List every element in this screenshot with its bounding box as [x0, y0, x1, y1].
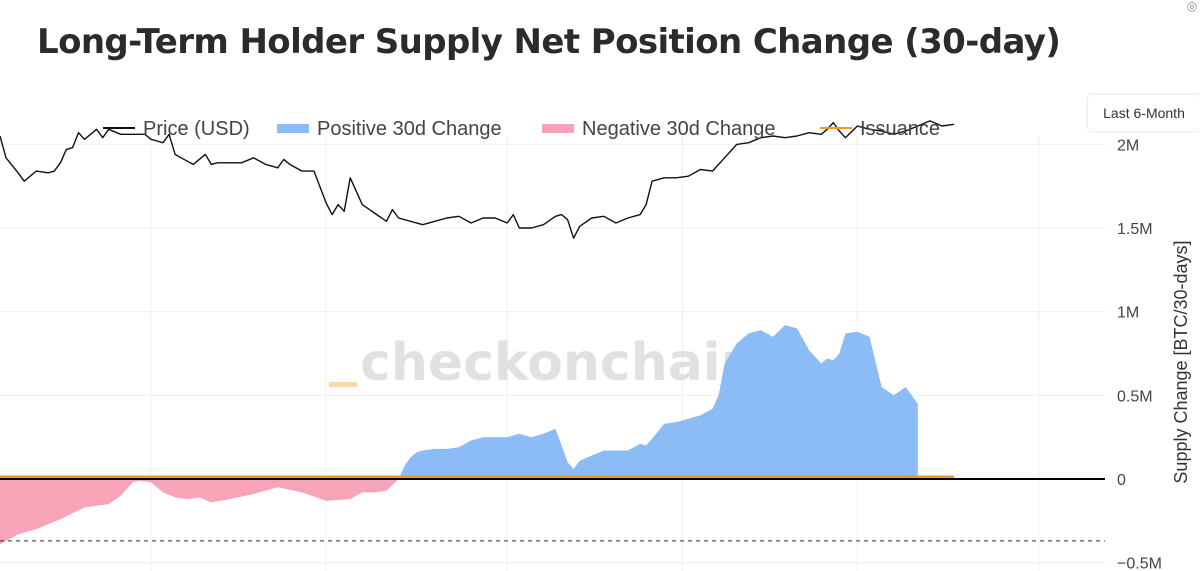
- legend-label: Issuance: [860, 118, 940, 140]
- watermark-text: checkonchain: [360, 333, 758, 393]
- chart-title: Long-Term Holder Supply Net Position Cha…: [37, 22, 1061, 62]
- legend-item: Price (USD): [103, 118, 250, 140]
- legend-swatch-fill: [277, 124, 309, 133]
- legend-swatch-fill: [542, 124, 574, 133]
- legend-item: Issuance: [820, 118, 940, 140]
- y-tick-label: 0.5M: [1117, 388, 1153, 405]
- legend-item: Negative 30d Change: [542, 118, 775, 140]
- legend-item: Positive 30d Change: [277, 118, 502, 140]
- y-tick-label: 0: [1117, 472, 1126, 489]
- legend-label: Positive 30d Change: [317, 118, 502, 140]
- y-tick-label: 2M: [1117, 137, 1139, 154]
- right-y-axis: −0.5M 0 0.5M 1M 1.5M 2M: [1117, 137, 1162, 571]
- y-tick-label: 1M: [1117, 305, 1139, 322]
- range-selector-button[interactable]: Last 6-Month: [1088, 95, 1200, 131]
- y-axis-label: Supply Change [BTC/30-days]: [1171, 240, 1191, 483]
- camera-icon[interactable]: ◎: [1186, 0, 1198, 13]
- legend-label: Negative 30d Change: [582, 118, 775, 140]
- watermark: checkonchain: [329, 333, 758, 393]
- watermark-underscore: [329, 382, 357, 387]
- legend: Price (USD) Positive 30d Change Negative 3…: [103, 118, 940, 140]
- supply-areas: [0, 325, 918, 545]
- y-tick-label: 1.5M: [1117, 221, 1153, 238]
- price-line: [0, 120, 955, 239]
- legend-label: Price (USD): [143, 118, 250, 140]
- y-tick-label: −0.5M: [1117, 556, 1162, 571]
- lines: [0, 120, 1105, 542]
- positive-change-area: [398, 325, 918, 479]
- negative-change-area: [0, 479, 399, 545]
